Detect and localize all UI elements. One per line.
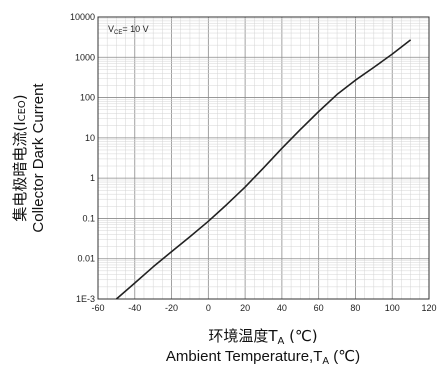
y-tick-label: 1000 — [75, 52, 95, 62]
series-line — [115, 39, 412, 300]
y-axis-title-cn: 集电极暗电流(ICEO) — [11, 94, 29, 221]
y-tick-labels: 1E-3 0.01 0.1 1 10 100 1000 10000 — [70, 12, 95, 304]
x-tick-label: -40 — [128, 303, 141, 313]
y-tick-label: 1E-3 — [76, 294, 95, 304]
y-axis-title: 集电极暗电流(ICEO) Collector Dark Current — [11, 83, 47, 233]
x-axis-title-cn: 环境温度TA (℃) — [208, 327, 317, 347]
y-tick-label: 1 — [90, 173, 95, 183]
y-tick-label: 100 — [80, 93, 95, 103]
plot-frame — [97, 16, 430, 300]
x-tick-label: 60 — [314, 303, 324, 313]
grid-lines — [97, 17, 430, 300]
y-tick-label: 10 — [85, 133, 95, 143]
x-tick-label: -60 — [91, 303, 104, 313]
x-tick-label: 120 — [421, 303, 436, 313]
y-axis-title-en: Collector Dark Current — [30, 83, 47, 233]
y-tick-label: 0.01 — [77, 254, 95, 264]
x-tick-label: -20 — [165, 303, 178, 313]
x-tick-label: 40 — [277, 303, 287, 313]
x-tick-labels: -60 -40 -20 0 20 40 60 80 100 120 — [91, 303, 436, 313]
vce-annotation: VCE= 10 V — [108, 24, 149, 36]
series-group — [115, 39, 412, 300]
x-tick-label: 0 — [206, 303, 211, 313]
y-tick-label: 10000 — [70, 12, 95, 22]
x-tick-label: 20 — [240, 303, 250, 313]
x-tick-label: 100 — [385, 303, 400, 313]
x-tick-label: 80 — [350, 303, 360, 313]
y-tick-label: 0.1 — [82, 213, 95, 223]
x-axis-title-en: Ambient Temperature,TA (℃) — [166, 348, 360, 367]
